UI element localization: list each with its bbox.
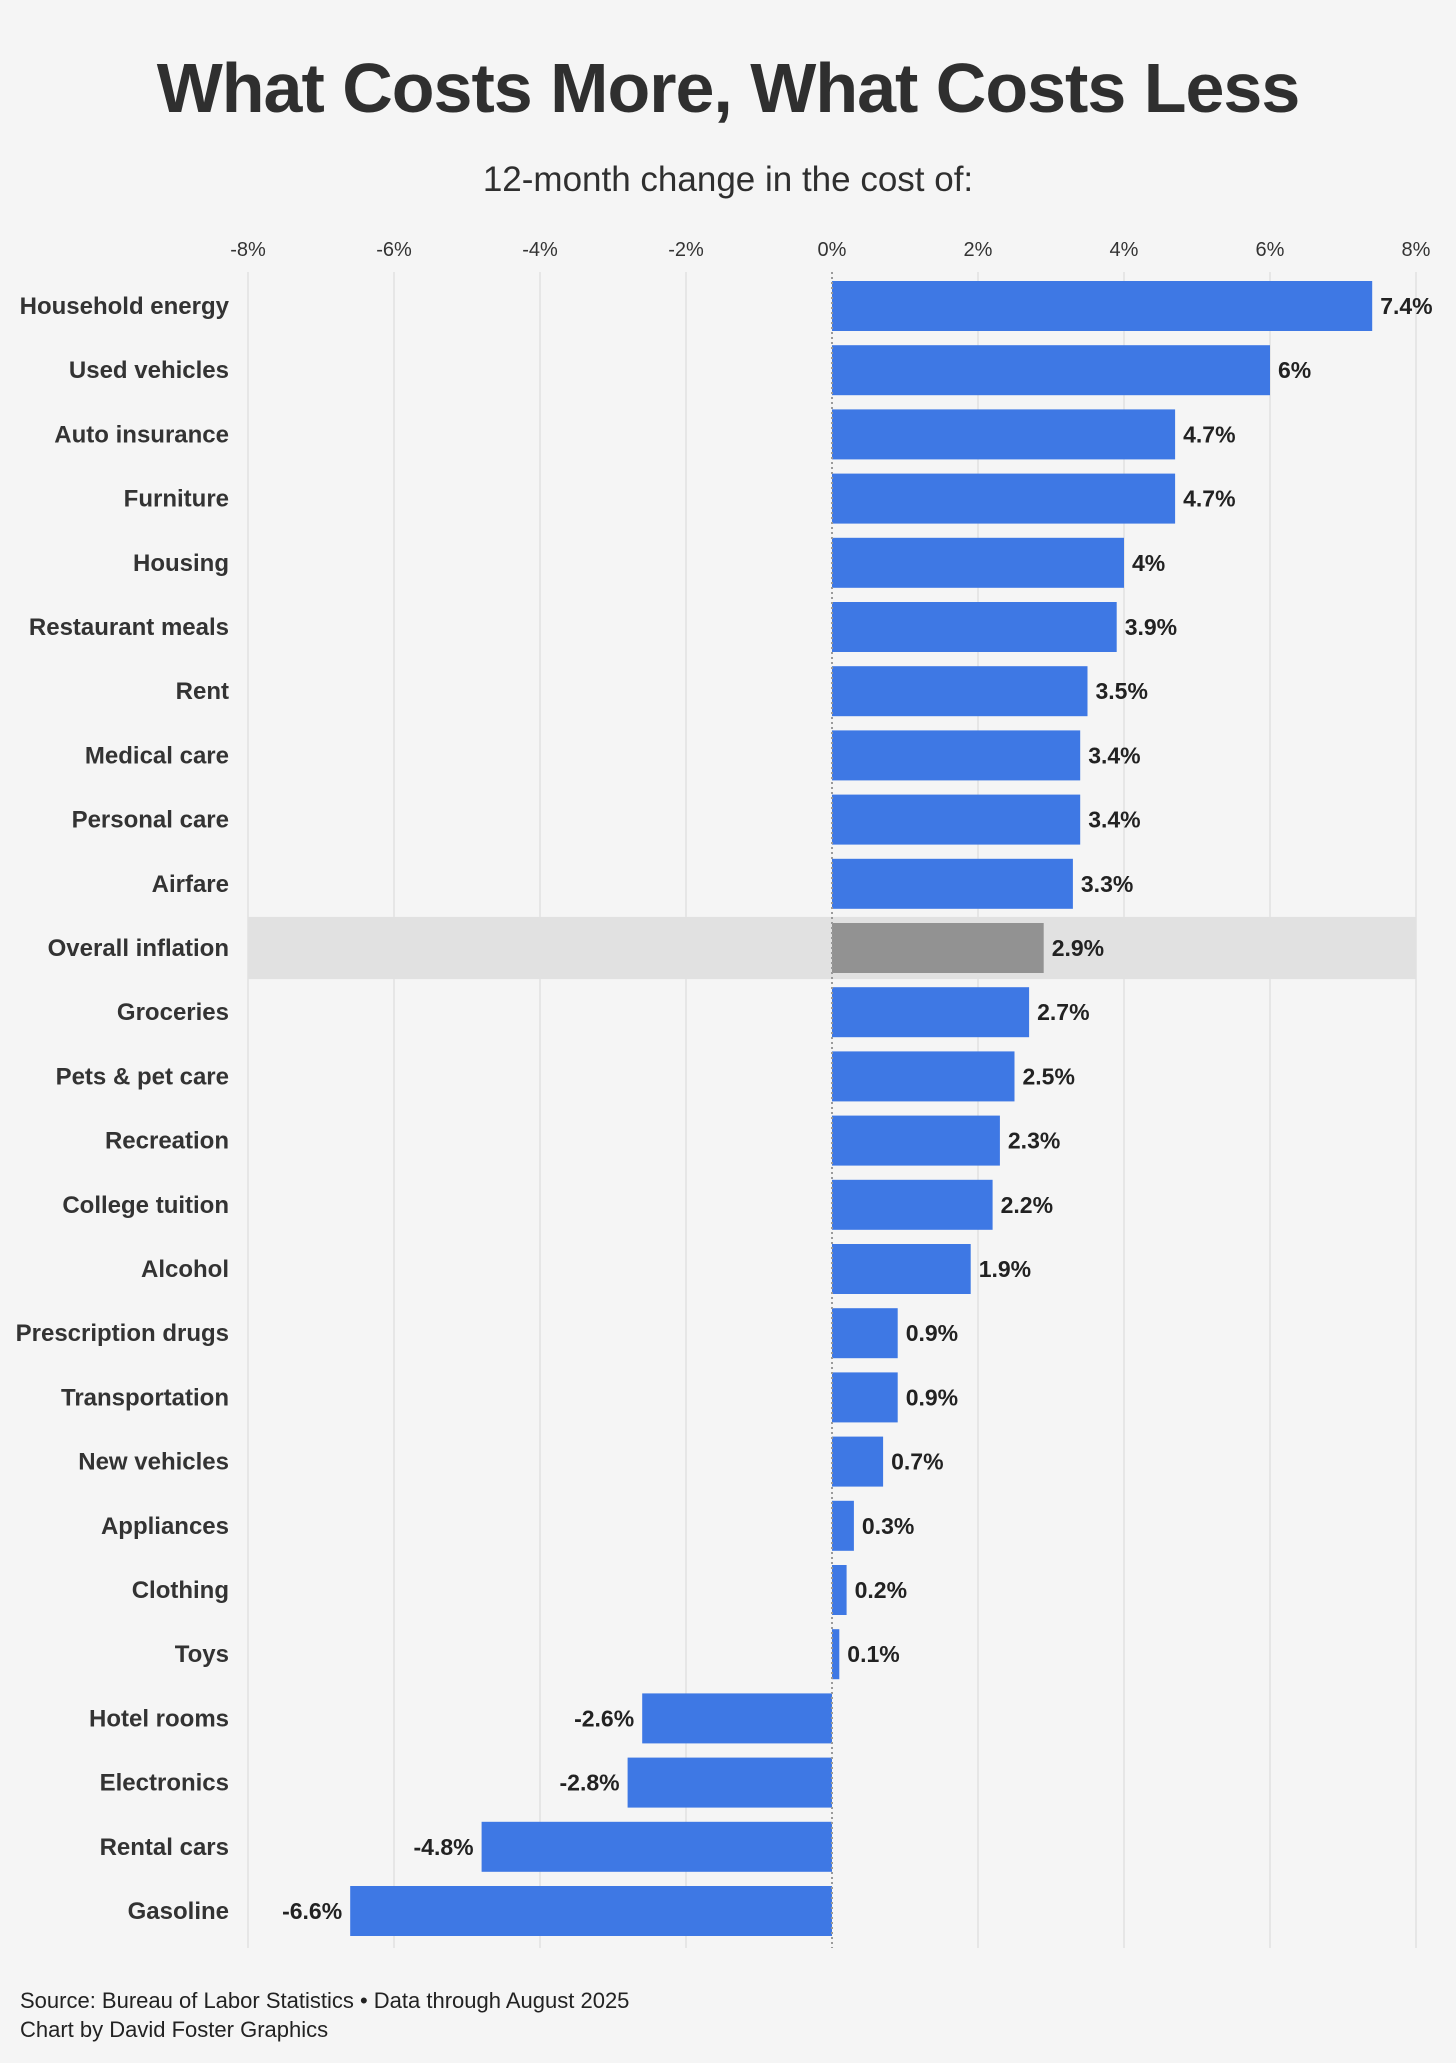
bar xyxy=(832,1500,854,1551)
x-tick-label: 8% xyxy=(1402,239,1431,261)
highlight-bar xyxy=(832,923,1044,973)
value-label: 3.4% xyxy=(1088,807,1140,833)
bar-chart: -8% -6% -4% -2% 0% 2% 4% 6% 8% Household energy 7.… xyxy=(16,239,1433,1948)
x-tick-label: -2% xyxy=(668,239,704,261)
value-label: 0.2% xyxy=(855,1577,907,1603)
value-label: -2.8% xyxy=(560,1770,620,1796)
value-label: -4.8% xyxy=(414,1834,474,1860)
x-tick-label: -4% xyxy=(522,239,558,261)
category-label: College tuition xyxy=(62,1192,229,1219)
value-label: 0.9% xyxy=(906,1384,958,1410)
x-tick-label: 2% xyxy=(964,239,993,261)
x-tick-label: 0% xyxy=(818,239,847,261)
category-label: Personal care xyxy=(72,807,229,834)
bar xyxy=(832,345,1270,396)
value-label: 2.7% xyxy=(1037,999,1089,1025)
category-label: Household energy xyxy=(20,293,230,320)
x-tick-label: 6% xyxy=(1256,239,1285,261)
category-label: Clothing xyxy=(132,1577,229,1604)
bar xyxy=(627,1757,832,1808)
value-label: 3.4% xyxy=(1088,742,1140,768)
x-tick-label: -8% xyxy=(230,239,266,261)
value-label: 0.9% xyxy=(906,1320,958,1346)
value-label: 4% xyxy=(1132,550,1165,576)
category-label: Airfare xyxy=(152,871,229,898)
bar xyxy=(832,1629,840,1680)
chart-title: What Costs More, What Costs Less xyxy=(156,49,1301,127)
category-label: Gasoline xyxy=(128,1898,229,1925)
value-label: 2.9% xyxy=(1052,935,1104,961)
value-label: 4.7% xyxy=(1183,421,1235,447)
category-label: Electronics xyxy=(100,1770,229,1797)
source-note: Source: Bureau of Labor Statistics • Dat… xyxy=(20,1988,630,2013)
category-label: Used vehicles xyxy=(69,357,229,384)
value-label: 0.3% xyxy=(862,1513,914,1539)
value-label: 3.9% xyxy=(1125,614,1177,640)
category-label: Prescription drugs xyxy=(16,1320,229,1347)
value-label: 3.5% xyxy=(1096,678,1148,704)
category-label: Hotel rooms xyxy=(89,1705,229,1732)
bar xyxy=(832,858,1073,909)
category-label: Furniture xyxy=(124,486,229,513)
bar xyxy=(832,987,1030,1038)
category-label: Rent xyxy=(176,678,229,705)
bar xyxy=(832,1244,971,1294)
category-label: Alcohol xyxy=(141,1256,229,1283)
bar xyxy=(832,1179,993,1230)
bar xyxy=(481,1821,832,1872)
category-label: Pets & pet care xyxy=(56,1063,229,1090)
value-label: 2.2% xyxy=(1001,1192,1053,1218)
value-label: 0.1% xyxy=(847,1641,899,1667)
bar xyxy=(832,1565,847,1615)
category-label: Groceries xyxy=(117,999,229,1026)
category-label: Rental cars xyxy=(100,1834,229,1861)
category-label: Appliances xyxy=(101,1513,229,1540)
value-label: 7.4% xyxy=(1380,293,1432,319)
category-label: Overall inflation xyxy=(48,935,229,962)
bar xyxy=(832,281,1373,331)
category-label: Auto insurance xyxy=(54,421,229,448)
category-label: Housing xyxy=(133,550,229,577)
value-label: 4.7% xyxy=(1183,486,1235,512)
value-label: -6.6% xyxy=(282,1898,342,1924)
bar xyxy=(832,1372,898,1423)
value-label: 6% xyxy=(1278,357,1311,383)
bar xyxy=(832,1308,898,1359)
bar xyxy=(832,537,1124,588)
chart-subtitle: 12-month change in the cost of: xyxy=(482,160,974,199)
category-label: Recreation xyxy=(105,1128,229,1155)
bar xyxy=(832,1051,1015,1102)
category-label: Transportation xyxy=(61,1384,229,1411)
value-label: 2.3% xyxy=(1008,1128,1060,1154)
value-label: 3.3% xyxy=(1081,871,1133,897)
x-tick-label: -6% xyxy=(376,239,412,261)
chart-footer: Source: Bureau of Labor Statistics • Dat… xyxy=(20,1986,629,2044)
value-label: 2.5% xyxy=(1023,1063,1075,1089)
x-tick-label: 4% xyxy=(1110,239,1139,261)
value-label: 0.7% xyxy=(891,1449,943,1475)
bar xyxy=(832,602,1117,652)
category-label: New vehicles xyxy=(78,1449,229,1476)
bar xyxy=(832,409,1176,460)
bar xyxy=(832,1436,884,1487)
bar xyxy=(832,666,1088,717)
credit-note: Chart by David Foster Graphics xyxy=(20,2017,329,2042)
bar xyxy=(642,1693,832,1744)
category-label: Toys xyxy=(175,1641,229,1668)
category-label: Medical care xyxy=(85,742,229,769)
value-label: -2.6% xyxy=(574,1705,634,1731)
value-label: 1.9% xyxy=(979,1256,1031,1282)
bar xyxy=(832,794,1081,845)
bar xyxy=(832,730,1081,781)
bar xyxy=(350,1886,832,1936)
bar xyxy=(832,1115,1000,1166)
bar xyxy=(832,473,1176,524)
category-label: Restaurant meals xyxy=(29,614,229,641)
